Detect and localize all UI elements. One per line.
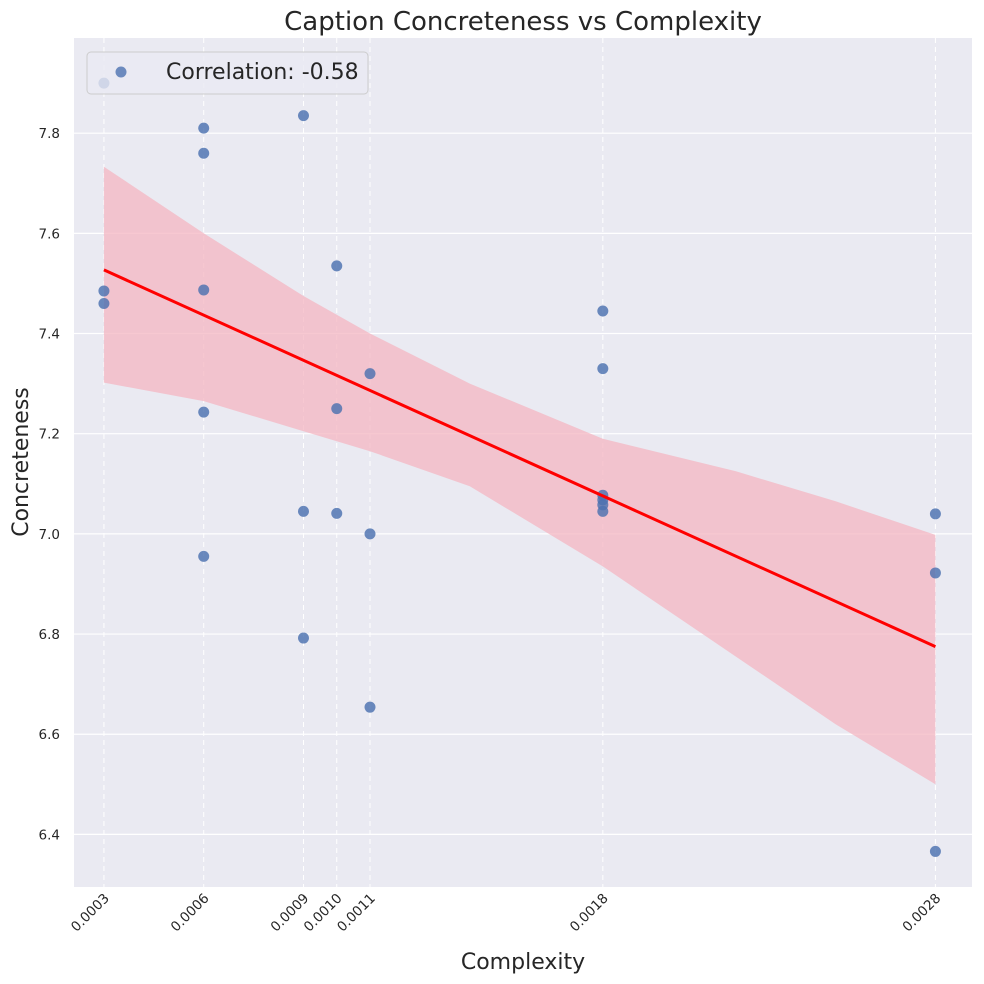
data-point <box>364 368 376 380</box>
y-axis-label: Concreteness <box>9 387 34 537</box>
data-point <box>929 567 941 579</box>
y-tick-label: 7.0 <box>39 527 60 543</box>
legend-marker <box>115 66 127 78</box>
legend-label: Correlation: -0.58 <box>166 60 359 85</box>
chart-title: Caption Concreteness vs Complexity <box>284 7 762 37</box>
confidence-band <box>103 166 936 785</box>
data-point <box>364 528 376 540</box>
data-point <box>597 505 609 517</box>
data-point <box>364 701 376 713</box>
y-tick-label: 6.4 <box>39 827 60 843</box>
y-tick-label: 7.4 <box>39 327 60 343</box>
data-point <box>198 550 210 562</box>
data-point <box>198 147 210 159</box>
data-point <box>929 508 941 520</box>
legend-box <box>86 51 369 95</box>
data-point <box>297 632 309 644</box>
data-point <box>198 284 210 296</box>
data-point <box>597 363 609 375</box>
data-point <box>331 507 343 519</box>
y-tick-label: 7.8 <box>39 126 60 142</box>
data-point <box>597 305 609 317</box>
legend: Correlation: -0.58 <box>86 51 369 95</box>
data-point <box>98 297 110 309</box>
data-point <box>929 845 941 857</box>
data-point <box>331 403 343 415</box>
data-point <box>331 260 343 272</box>
data-point <box>98 285 110 297</box>
confidence-band-layer <box>103 166 936 785</box>
data-point <box>198 406 210 418</box>
y-tick-label: 7.2 <box>39 427 60 443</box>
x-axis-label: Complexity <box>461 950 585 975</box>
regression-line-layer <box>103 268 937 648</box>
regression-line <box>103 268 937 648</box>
data-point <box>297 505 309 517</box>
y-tick-label: 7.6 <box>39 226 60 242</box>
data-point <box>198 122 210 134</box>
y-tick-label: 6.8 <box>39 627 60 643</box>
y-tick-label: 6.6 <box>39 727 60 743</box>
data-point <box>297 110 309 122</box>
